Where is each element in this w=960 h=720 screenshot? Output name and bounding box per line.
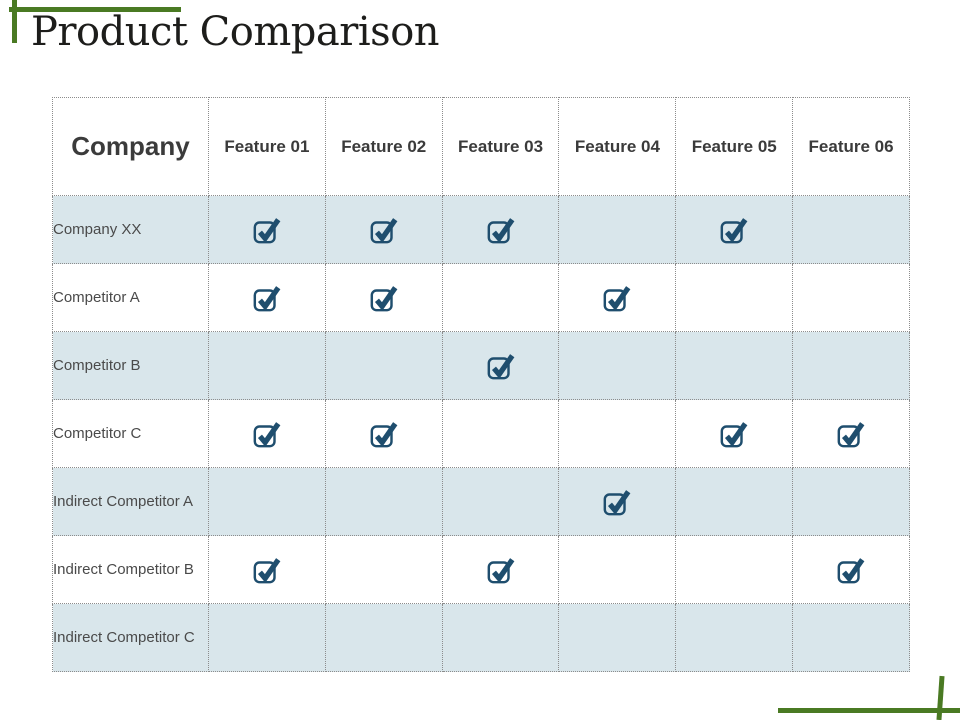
feature-check-cell: [324, 263, 443, 332]
column-header-feature-02: Feature 02: [324, 97, 443, 196]
feature-check-cell: [208, 399, 326, 468]
column-header-feature-03: Feature 03: [441, 97, 560, 196]
accent-line-top-left-vertical: [12, 0, 17, 43]
feature-empty-cell: [675, 467, 794, 536]
table-row: Competitor B: [52, 331, 910, 400]
table-row: Competitor A: [52, 263, 910, 332]
row-label: Competitor B: [52, 331, 209, 400]
row-label: Indirect Competitor A: [52, 467, 209, 536]
feature-check-cell: [558, 263, 677, 332]
checked-checkbox-icon: [487, 557, 514, 583]
feature-empty-cell: [792, 195, 910, 264]
feature-empty-cell: [558, 399, 677, 468]
table-row: Indirect Competitor B: [52, 535, 910, 604]
checked-checkbox-icon: [253, 217, 281, 243]
feature-check-cell: [441, 535, 560, 604]
checked-checkbox-icon: [720, 217, 748, 243]
row-label: Competitor A: [52, 263, 209, 332]
checked-checkbox-icon: [370, 217, 398, 243]
feature-check-cell: [441, 195, 560, 264]
feature-empty-cell: [324, 535, 443, 604]
feature-empty-cell: [675, 535, 794, 604]
feature-empty-cell: [558, 603, 677, 672]
feature-empty-cell: [558, 535, 677, 604]
feature-check-cell: [675, 195, 794, 264]
feature-empty-cell: [208, 467, 326, 536]
row-label: Indirect Competitor C: [52, 603, 209, 672]
feature-check-cell: [675, 399, 794, 468]
checked-checkbox-icon: [253, 557, 281, 583]
column-header-feature-04: Feature 04: [558, 97, 677, 196]
feature-check-cell: [208, 263, 326, 332]
feature-check-cell: [208, 195, 326, 264]
accent-line-bottom-right-horizontal: [778, 708, 960, 713]
feature-empty-cell: [324, 467, 443, 536]
checked-checkbox-icon: [487, 353, 514, 379]
feature-check-cell: [208, 535, 326, 604]
checked-checkbox-icon: [370, 285, 398, 311]
feature-empty-cell: [324, 331, 443, 400]
feature-empty-cell: [558, 331, 677, 400]
feature-check-cell: [441, 331, 560, 400]
feature-empty-cell: [792, 467, 910, 536]
feature-empty-cell: [441, 467, 560, 536]
table-row: Competitor C: [52, 399, 910, 468]
table-body: Company XX Competitor A Competitor B Compet…: [52, 195, 910, 672]
checked-checkbox-icon: [487, 217, 514, 243]
row-label: Company XX: [52, 195, 209, 264]
feature-check-cell: [792, 399, 910, 468]
feature-empty-cell: [675, 263, 794, 332]
table-row: Indirect Competitor A: [52, 467, 910, 536]
accent-line-bottom-right-vertical: [936, 675, 945, 720]
table-row: Company XX: [52, 195, 910, 264]
checked-checkbox-icon: [253, 285, 281, 311]
column-header-feature-05: Feature 05: [675, 97, 794, 196]
row-label: Competitor C: [52, 399, 209, 468]
feature-empty-cell: [675, 603, 794, 672]
table-header: Company Feature 01 Feature 02 Feature 03 Fea…: [52, 97, 910, 196]
feature-empty-cell: [792, 603, 910, 672]
feature-empty-cell: [558, 195, 677, 264]
table-row: Indirect Competitor C: [52, 603, 910, 672]
feature-empty-cell: [441, 603, 560, 672]
feature-empty-cell: [208, 331, 326, 400]
comparison-table: Company Feature 01 Feature 02 Feature 03 Fea…: [52, 97, 910, 672]
row-label: Indirect Competitor B: [52, 535, 209, 604]
feature-empty-cell: [208, 603, 326, 672]
checked-checkbox-icon: [720, 421, 748, 447]
feature-empty-cell: [441, 399, 560, 468]
feature-empty-cell: [675, 331, 794, 400]
feature-check-cell: [792, 535, 910, 604]
feature-empty-cell: [792, 331, 910, 400]
checked-checkbox-icon: [253, 421, 281, 447]
feature-empty-cell: [441, 263, 560, 332]
checked-checkbox-icon: [603, 285, 631, 311]
accent-line-top-left-horizontal: [9, 7, 181, 12]
page-title: Product Comparison: [31, 9, 440, 55]
checked-checkbox-icon: [603, 489, 631, 515]
table-header-row: Company Feature 01 Feature 02 Feature 03 Fea…: [52, 97, 910, 196]
feature-check-cell: [324, 195, 443, 264]
checked-checkbox-icon: [837, 557, 865, 583]
checked-checkbox-icon: [837, 421, 865, 447]
feature-check-cell: [558, 467, 677, 536]
column-header-feature-06: Feature 06: [792, 97, 910, 196]
column-header-company: Company: [52, 97, 209, 196]
feature-empty-cell: [792, 263, 910, 332]
checked-checkbox-icon: [370, 421, 398, 447]
feature-empty-cell: [324, 603, 443, 672]
column-header-feature-01: Feature 01: [208, 97, 326, 196]
feature-check-cell: [324, 399, 443, 468]
